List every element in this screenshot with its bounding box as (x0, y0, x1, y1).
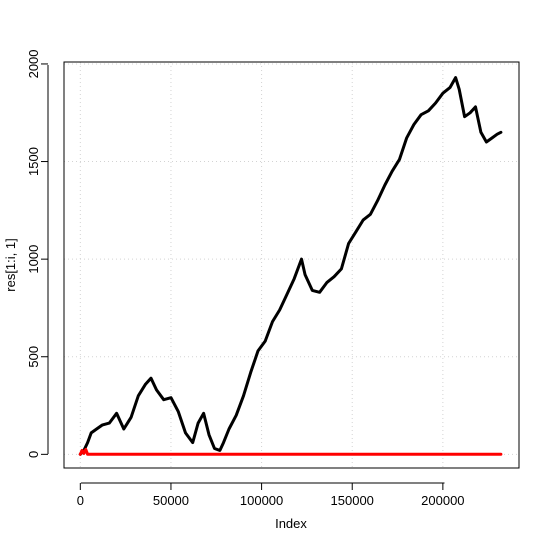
y-axis-title: res[1:i, 1] (3, 238, 18, 291)
x-axis-title: Index (275, 516, 307, 531)
y-tick-label: 1500 (26, 147, 41, 176)
x-tick-label: 0 (77, 493, 84, 508)
y-tick-label: 1000 (26, 245, 41, 274)
series-line-0 (78, 76, 503, 456)
y-axis: 0 500 1000 1500 2000 (26, 49, 49, 458)
y-tick-label: 0 (26, 451, 41, 458)
y-tick-label: 2000 (26, 49, 41, 78)
plot-frame (63, 61, 520, 469)
x-tick-label: 200000 (421, 493, 464, 508)
series-layer (78, 76, 503, 456)
x-tick-label: 150000 (331, 493, 374, 508)
y-tick-label: 500 (26, 346, 41, 368)
x-axis: 0 50000 100000 150000 200000 (77, 482, 465, 508)
x-tick-label: 50000 (153, 493, 189, 508)
x-tick-label: 100000 (240, 493, 283, 508)
grid (64, 62, 519, 468)
series-line-1 (78, 448, 503, 456)
